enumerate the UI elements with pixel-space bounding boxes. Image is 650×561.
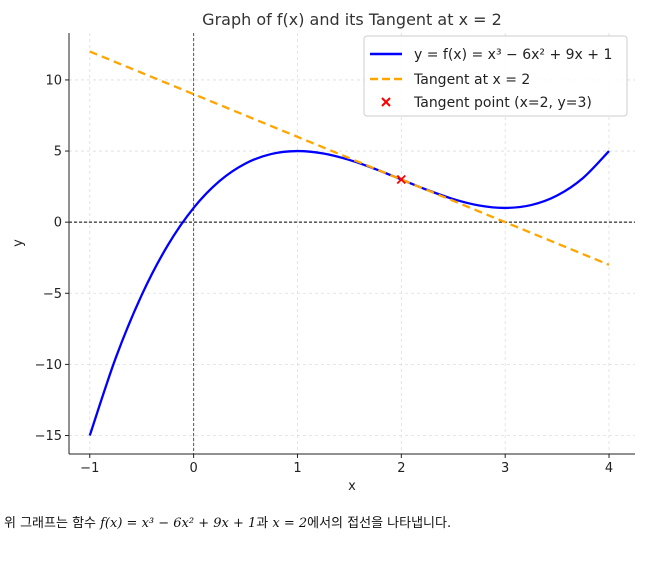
caption-middle: 과: [256, 516, 273, 531]
y-tick-label: −10: [35, 358, 62, 373]
legend: y = f(x) = x³ − 6x² + 9x + 1 Tangent at …: [363, 35, 628, 117]
x-tick-label: −1: [80, 461, 99, 476]
caption-formula: f(x) = x³ − 6x² + 9x + 1: [100, 516, 257, 531]
y-tick-label: 5: [54, 145, 62, 160]
y-tick-label: 0: [54, 216, 62, 231]
caption-suffix: 에서의 접선을 나타냅니다.: [307, 516, 452, 531]
y-tick-label: 10: [45, 73, 62, 88]
chart-title: Graph of f(x) and its Tangent at x = 2: [202, 10, 502, 29]
caption-prefix: 위 그래프는 함수: [4, 516, 101, 531]
caption-point: x = 2: [272, 516, 308, 531]
x-tick-label: 0: [189, 461, 197, 476]
x-axis-label: x: [348, 479, 356, 494]
series-line-fx: [88, 149, 610, 436]
caption: 위 그래프는 함수 f(x) = x³ − 6x² + 9x + 1과 x = …: [4, 512, 451, 531]
points-layer: [396, 174, 406, 185]
x-tick-label: 4: [605, 461, 613, 476]
y-tick-label: −5: [43, 287, 62, 302]
x-tick-label: 2: [397, 461, 405, 476]
chart: Graph of f(x) and its Tangent at x = 2 −…: [11, 10, 635, 494]
y-axis-label: y: [11, 239, 26, 247]
x-tick-label: 1: [293, 461, 301, 476]
tangent-point-marker: [396, 174, 406, 185]
series-line-tangent: [89, 50, 610, 266]
reference-lines: [69, 33, 635, 454]
legend-label-fx: y = f(x) = x³ − 6x² + 9x + 1: [414, 47, 612, 63]
x-tick-label: 3: [501, 461, 509, 476]
series-layer: [88, 50, 610, 436]
legend-label-point: Tangent point (x=2, y=3): [413, 95, 592, 111]
legend-label-tangent: Tangent at x = 2: [413, 72, 530, 88]
legend-marker-point: [381, 97, 391, 107]
y-tick-label: −15: [35, 429, 62, 444]
legend-box: [363, 35, 628, 117]
